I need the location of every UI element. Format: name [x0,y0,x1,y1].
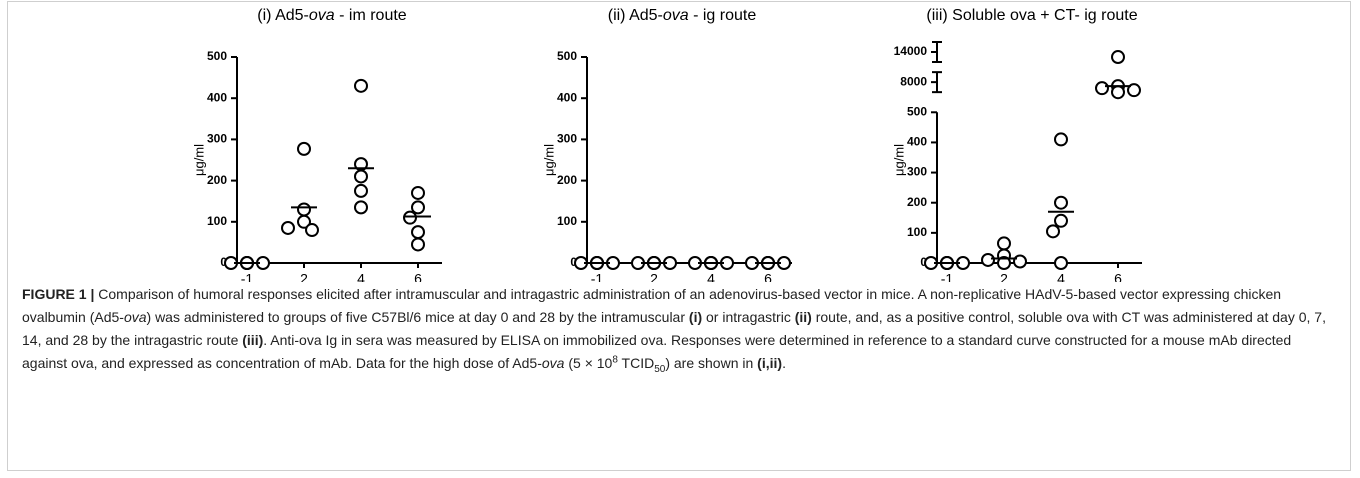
x-tick-label: 4 [1057,271,1065,282]
title-run: (iii) Soluble ova + CT- ig route [926,7,1137,24]
y-tick-label: 300 [557,132,577,146]
title-run: (ii) Ad5- [608,7,663,24]
data-point [354,169,368,184]
y-tick-label: 300 [907,165,927,179]
figure-frame [7,1,1351,471]
data-point [403,210,417,225]
data-point [1054,132,1068,147]
data-point [281,220,295,235]
caption-run: TCID [617,355,655,371]
caption: FIGURE 1 | Comparison of humoral respons… [22,283,1340,375]
data-point [981,252,995,267]
y-tick-label: 500 [207,49,227,63]
caption-run: (iii) [242,332,264,348]
y-tick-label: 0 [570,255,577,269]
x-tick-label: -1 [241,271,254,282]
caption-run: ) was administered to groups of five C57… [146,309,689,325]
data-point [1054,256,1068,270]
data-point [411,225,425,240]
data-point [354,200,368,215]
title-run: ova [309,7,335,24]
x-tick-label: 6 [764,271,772,282]
title-run: (i) Ad5- [257,7,309,24]
y-tick-label: 400 [907,135,927,149]
caption-run: route, and, as a positive control, solub… [22,309,1326,348]
data-point [1046,224,1060,239]
y-tick-label: 100 [557,214,577,228]
caption-run: 50 [654,363,666,375]
chart-title: (iii) Soluble ova + CT- ig route [926,7,1137,24]
data-point [411,185,425,200]
caption-run: ) are shown in [665,355,758,371]
x-tick-label: 4 [707,271,715,282]
y-tick-label: 400 [557,90,577,104]
y-tick-label: 500 [907,104,927,118]
caption-run: or intragastric [702,309,795,325]
caption-run: ova [123,309,147,325]
x-tick-label: 2 [1000,271,1008,282]
caption-run: (ii) [794,309,812,325]
x-tick-label: -1 [941,271,954,282]
y-tick-label: 0 [920,255,927,269]
x-tick-label: 2 [300,271,308,282]
data-point [1095,81,1109,96]
figure: (i) Ad5-ova - im route0100200300400500μg… [191,7,1142,282]
y-tick-label: 8000 [900,74,927,88]
data-point [1054,195,1068,210]
data-point [997,236,1011,251]
caption-run: (5 × 10 [564,355,613,371]
data-point [297,202,311,217]
title-run: ova [663,7,689,24]
caption-run: 8 [612,354,618,366]
data-point [354,78,368,93]
title-run: - ig route [689,7,757,24]
chart-title: (ii) Ad5-ova - ig route [608,7,757,24]
chart-title: (i) Ad5-ova - im route [257,7,406,24]
y-tick-label: 14000 [894,44,928,58]
data-point [1111,50,1125,65]
y-tick-label: 200 [207,173,227,187]
x-tick-label: 6 [414,271,422,282]
y-tick-label: 0 [220,255,227,269]
caption-run: ova [541,355,565,371]
data-point [997,256,1011,270]
caption-run: . Anti-ova Ig in sera was measured by EL… [22,332,1292,371]
y-tick-label: 400 [207,90,227,104]
data-point [411,237,425,252]
data-point [305,223,319,238]
data-point [1111,85,1125,100]
data-point [411,200,425,215]
x-tick-label: 4 [357,271,365,282]
x-tick-label: 6 [1114,271,1122,282]
data-point [297,141,311,156]
y-tick-label: 100 [907,225,927,239]
y-tick-label: 300 [207,132,227,146]
y-tick-label: 100 [207,214,227,228]
x-tick-label: 2 [650,271,658,282]
data-point [1054,213,1068,228]
caption-run: (i) [688,309,703,325]
x-tick-label: -1 [591,271,604,282]
data-point [1127,83,1141,98]
caption-run: . [782,355,786,371]
y-tick-label: 500 [557,49,577,63]
data-point [297,214,311,229]
y-axis-label: μg/ml [191,144,206,176]
data-point [1013,254,1027,269]
data-point [354,183,368,198]
caption-run: (i,ii) [757,355,783,371]
y-tick-label: 200 [907,195,927,209]
y-tick-label: 200 [557,173,577,187]
y-axis-label: μg/ml [891,144,906,176]
caption-run: Comparison of humoral responses elicited… [22,286,1282,325]
title-run: - im route [335,7,407,24]
caption-run: FIGURE 1 | [22,286,95,302]
y-axis-label: μg/ml [541,144,556,176]
